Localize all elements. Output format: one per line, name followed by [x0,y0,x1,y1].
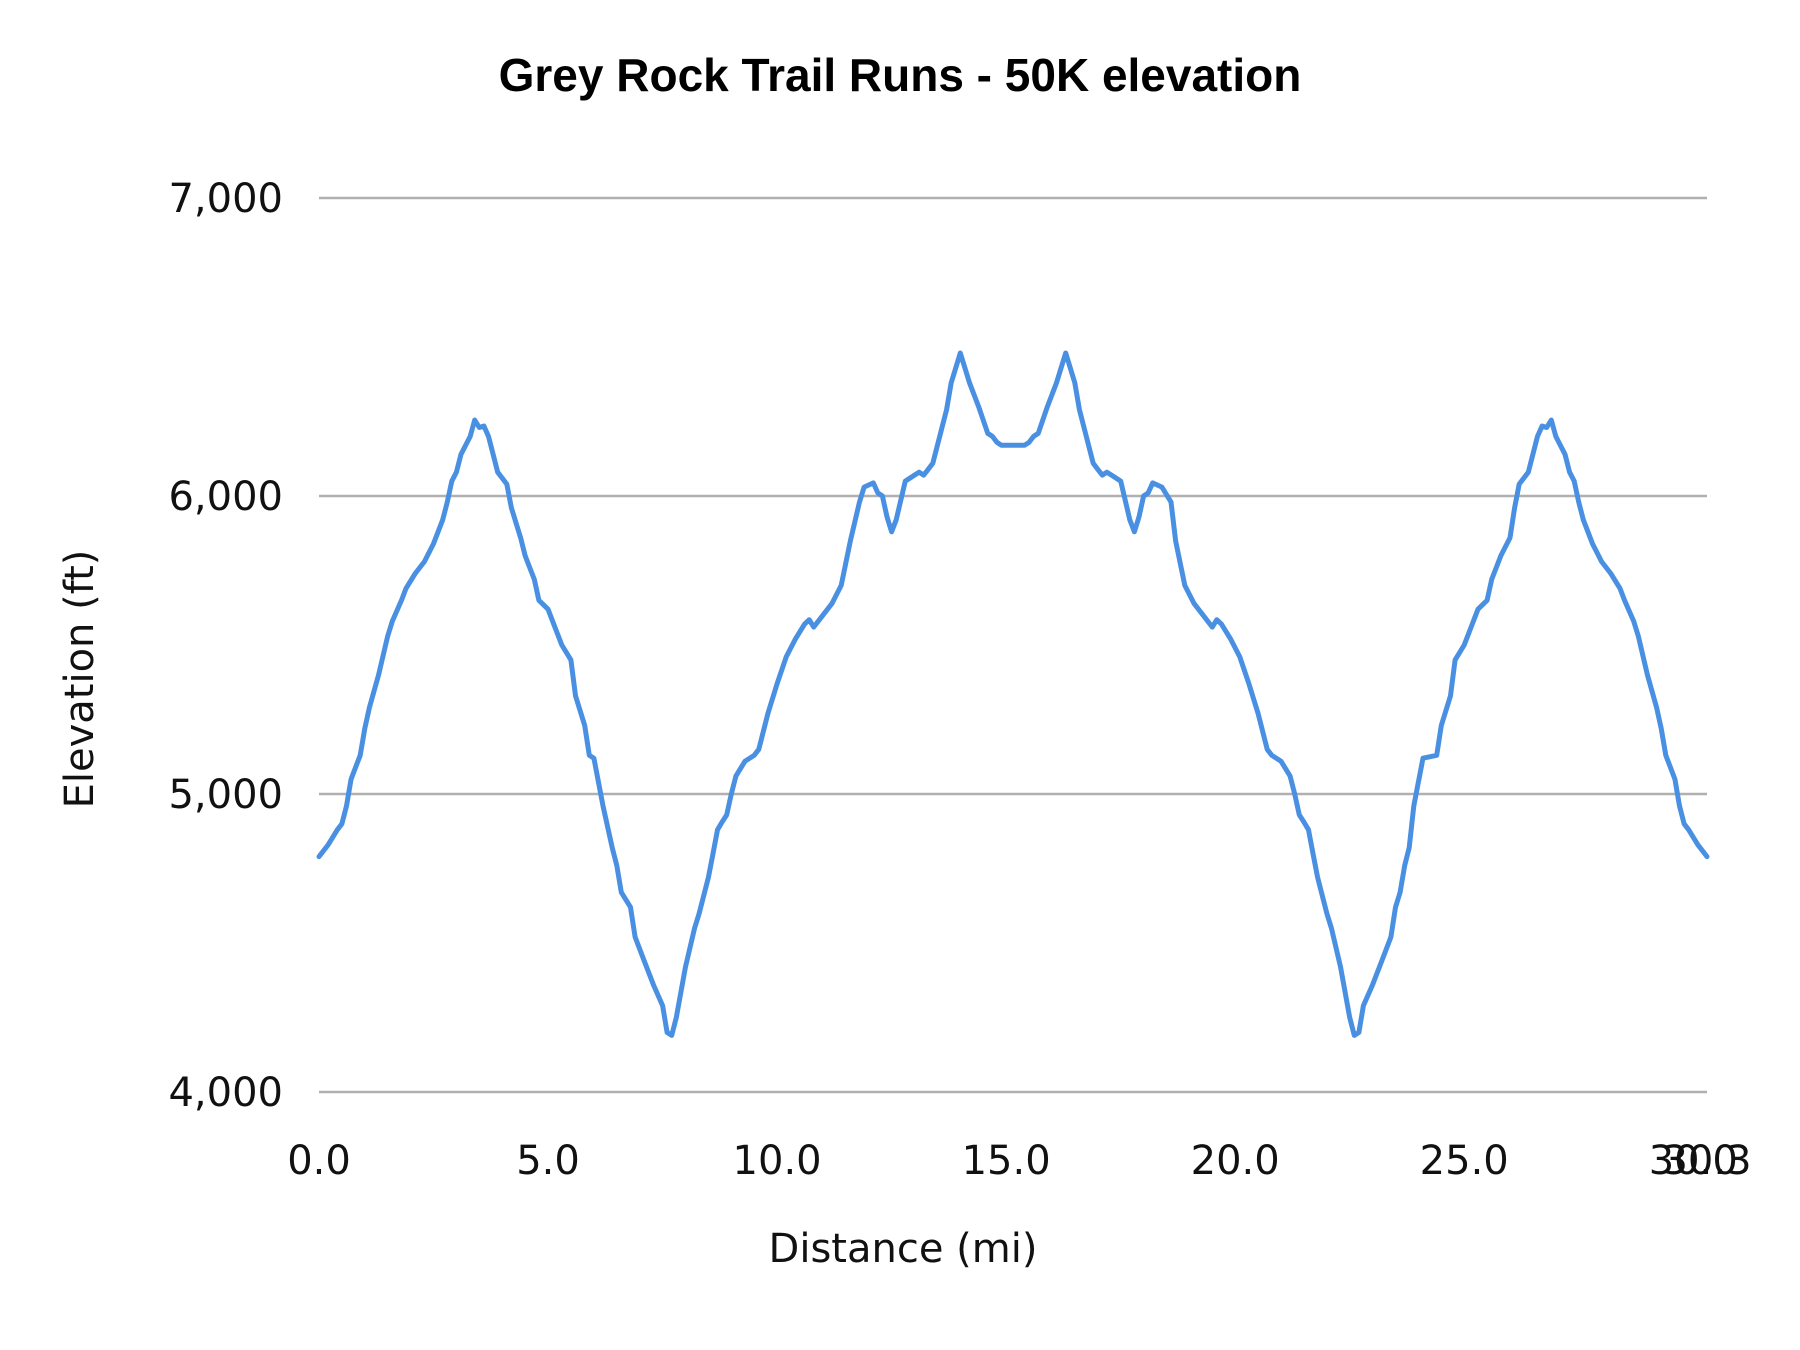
x-tick-label: 0.0 [287,1138,351,1184]
x-tick-label: 30.0 [1649,1138,1738,1184]
y-tick-label: 4,000 [168,1070,283,1116]
y-axis-ticks: 4,000 5,000 6,000 7,000 [168,176,283,1116]
y-tick-label: 6,000 [168,474,283,520]
y-tick-label: 5,000 [168,772,283,818]
y-gridlines [319,196,1707,1094]
x-tick-label: 25.0 [1420,1138,1509,1184]
x-axis-label: Distance (mi) [769,1226,1038,1272]
y-tick-label: 7,000 [168,176,283,222]
y-axis-label: Elevation (ft) [57,550,103,809]
x-tick-label: 20.0 [1191,1138,1280,1184]
x-axis-ticks: 0.0 5.0 10.0 15.0 20.0 25.0 30.030.3 [287,1138,1751,1184]
elevation-series-line [316,350,1710,1038]
x-tick-label: 5.0 [516,1138,580,1184]
x-tick-label: 30.3 [1662,1138,1751,1184]
x-tick-label: 10.0 [733,1138,822,1184]
x-tick-label: 15.0 [962,1138,1051,1184]
chart-title: Grey Rock Trail Runs - 50K elevation [498,49,1302,101]
